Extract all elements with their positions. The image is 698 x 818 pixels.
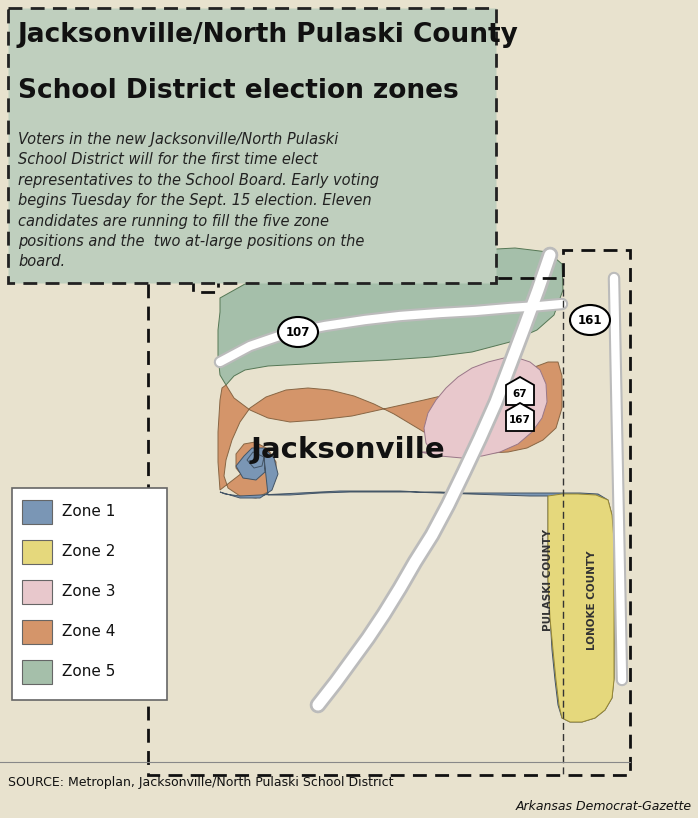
Text: PULASKI COUNTY: PULASKI COUNTY [543,529,553,631]
Text: SOURCE: Metroplan, Jacksonville/North Pulaski School District: SOURCE: Metroplan, Jacksonville/North Pu… [8,776,394,789]
Text: LONOKE COUNTY: LONOKE COUNTY [587,551,597,649]
Text: School District election zones: School District election zones [18,78,459,104]
Text: Zone 5: Zone 5 [62,664,115,680]
Polygon shape [420,358,547,458]
Polygon shape [506,377,534,405]
Polygon shape [548,494,614,722]
Text: 67: 67 [513,389,527,399]
FancyBboxPatch shape [22,660,52,684]
Text: Zone 4: Zone 4 [62,624,115,640]
Text: Voters in the new Jacksonville/North Pulaski
School District will for the first : Voters in the new Jacksonville/North Pul… [18,132,379,269]
Polygon shape [218,362,562,498]
Text: Zone 2: Zone 2 [62,545,115,560]
FancyBboxPatch shape [22,540,52,564]
FancyBboxPatch shape [22,580,52,604]
Ellipse shape [570,305,610,335]
Text: Arkansas Democrat-Gazette: Arkansas Democrat-Gazette [516,800,692,813]
Text: Zone 1: Zone 1 [62,505,115,519]
Text: 161: 161 [578,313,602,326]
Text: 167: 167 [509,415,531,425]
FancyBboxPatch shape [8,8,496,283]
Polygon shape [506,403,534,431]
FancyBboxPatch shape [12,488,167,700]
Ellipse shape [278,317,318,347]
FancyBboxPatch shape [22,500,52,524]
Text: Jacksonville/North Pulaski County: Jacksonville/North Pulaski County [18,22,519,48]
Text: 107: 107 [285,326,310,339]
Text: Zone 3: Zone 3 [62,585,115,600]
FancyBboxPatch shape [22,620,52,644]
Text: Jacksonville: Jacksonville [251,436,445,464]
Polygon shape [218,248,563,385]
Polygon shape [220,448,614,722]
